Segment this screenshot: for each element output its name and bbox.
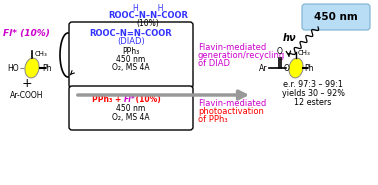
Text: 450 nm: 450 nm	[116, 55, 146, 63]
FancyBboxPatch shape	[69, 86, 193, 130]
Text: yields 30 – 92%: yields 30 – 92%	[282, 88, 344, 97]
Text: Flavin-mediated: Flavin-mediated	[198, 43, 266, 51]
Text: Ar-COOH: Ar-COOH	[10, 90, 44, 100]
Text: generation/recycling: generation/recycling	[198, 51, 285, 60]
Text: HO: HO	[8, 63, 19, 73]
Text: Ph: Ph	[304, 63, 313, 73]
Text: O₂, MS 4A: O₂, MS 4A	[112, 112, 150, 122]
Text: ROOC–N=N–COOR: ROOC–N=N–COOR	[90, 28, 172, 38]
Text: (DIAD): (DIAD)	[117, 36, 145, 46]
Text: of PPh₃: of PPh₃	[198, 115, 228, 124]
Text: +: +	[22, 77, 32, 90]
Text: CH₃: CH₃	[35, 51, 48, 57]
Text: Ar: Ar	[259, 63, 267, 73]
Text: e.r. 97:3 – 99:1: e.r. 97:3 – 99:1	[283, 80, 343, 88]
Text: PPh₃ +: PPh₃ +	[92, 95, 124, 103]
Text: O: O	[277, 47, 283, 56]
Text: Flavin-mediated: Flavin-mediated	[198, 98, 266, 107]
Text: 450 nm: 450 nm	[116, 103, 146, 112]
Text: O: O	[284, 63, 290, 73]
Text: hν: hν	[282, 33, 296, 43]
Text: O₂, MS 4A: O₂, MS 4A	[112, 63, 150, 71]
Text: 12 esters: 12 esters	[294, 97, 332, 107]
Ellipse shape	[289, 58, 303, 78]
Text: (10%): (10%)	[133, 95, 161, 103]
Text: 450 nm: 450 nm	[314, 12, 358, 22]
Text: ROOC–N–N–COOR: ROOC–N–N–COOR	[108, 11, 188, 20]
Text: Fl* (10%): Fl* (10%)	[3, 28, 50, 38]
Text: CH₃: CH₃	[298, 50, 311, 56]
Text: photoactivation: photoactivation	[198, 107, 264, 115]
Text: PPh₃: PPh₃	[122, 46, 139, 56]
FancyBboxPatch shape	[302, 4, 370, 30]
Text: Ph: Ph	[42, 63, 51, 73]
Text: Fl*: Fl*	[124, 95, 136, 103]
Text: (10%): (10%)	[136, 19, 160, 28]
FancyBboxPatch shape	[69, 22, 193, 88]
Text: H        H: H H	[133, 4, 163, 13]
Text: of DIAD: of DIAD	[198, 58, 230, 68]
Ellipse shape	[25, 58, 39, 78]
